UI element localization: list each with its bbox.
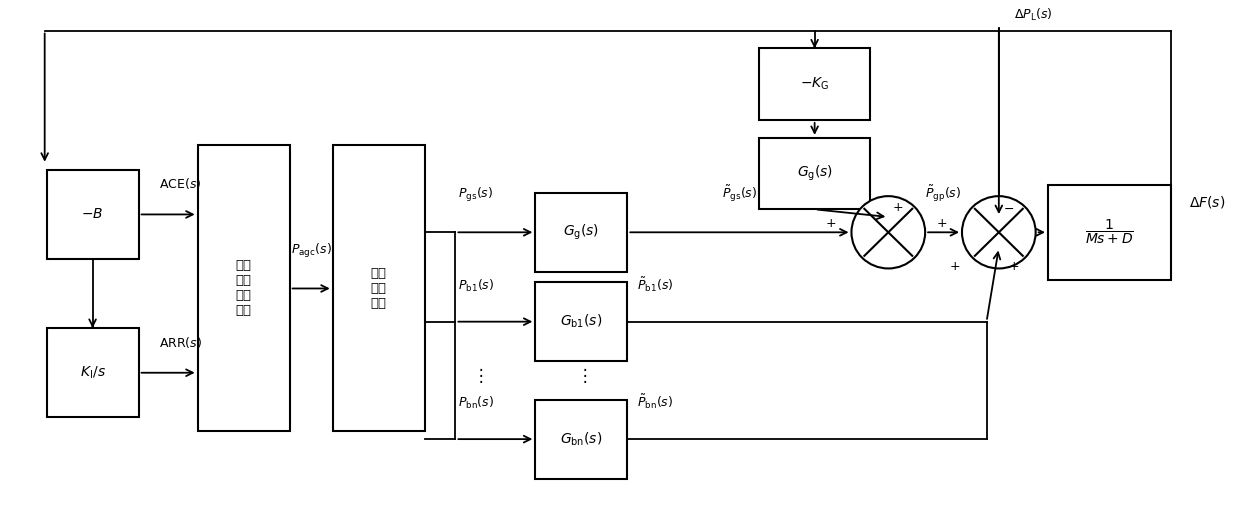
Text: 调频
责任
分配: 调频 责任 分配 — [370, 267, 387, 310]
Text: $+$: $+$ — [935, 217, 948, 230]
Circle shape — [851, 196, 926, 268]
Text: $-$: $-$ — [1002, 202, 1014, 214]
Text: $+$: $+$ — [949, 260, 960, 274]
Text: $+$: $+$ — [1009, 260, 1020, 274]
FancyBboxPatch shape — [535, 282, 627, 361]
FancyBboxPatch shape — [47, 170, 139, 259]
Text: $K_{\rm I}/s$: $K_{\rm I}/s$ — [79, 364, 105, 381]
Text: $G_{\rm g}(s)$: $G_{\rm g}(s)$ — [797, 164, 833, 183]
Text: $-K_{\rm G}$: $-K_{\rm G}$ — [800, 76, 829, 92]
Text: $G_{\rm b1}(s)$: $G_{\rm b1}(s)$ — [560, 313, 602, 330]
Text: $P_{\rm b1}(s)$: $P_{\rm b1}(s)$ — [458, 278, 494, 293]
Text: $\vdots$: $\vdots$ — [472, 366, 483, 385]
Text: 信号
分配
模式
确定: 信号 分配 模式 确定 — [235, 259, 252, 318]
FancyBboxPatch shape — [197, 145, 290, 432]
FancyBboxPatch shape — [535, 400, 627, 479]
FancyBboxPatch shape — [1048, 185, 1171, 279]
Text: $P_{\rm agc}(s)$: $P_{\rm agc}(s)$ — [291, 243, 332, 260]
Text: $P_{\rm bn}(s)$: $P_{\rm bn}(s)$ — [458, 395, 494, 411]
Text: $G_{\rm g}(s)$: $G_{\rm g}(s)$ — [564, 223, 600, 242]
Text: $G_{\rm bn}(s)$: $G_{\rm bn}(s)$ — [560, 430, 602, 448]
FancyBboxPatch shape — [760, 48, 870, 120]
FancyBboxPatch shape — [760, 138, 870, 209]
Circle shape — [961, 196, 1036, 268]
Text: $\mathrm{ARR}(s)$: $\mathrm{ARR}(s)$ — [159, 335, 202, 350]
Text: $P_{\rm gs}(s)$: $P_{\rm gs}(s)$ — [458, 186, 493, 204]
Text: $\tilde{P}_{\rm bn}(s)$: $\tilde{P}_{\rm bn}(s)$ — [637, 393, 674, 411]
FancyBboxPatch shape — [535, 193, 627, 272]
Text: $\tilde{P}_{\rm gp}(s)$: $\tilde{P}_{\rm gp}(s)$ — [926, 184, 961, 204]
FancyBboxPatch shape — [332, 145, 425, 432]
Text: $+$: $+$ — [892, 202, 903, 214]
Text: $\tilde{P}_{\rm gs}(s)$: $\tilde{P}_{\rm gs}(s)$ — [722, 184, 757, 204]
Text: $\vdots$: $\vdots$ — [576, 366, 587, 385]
Text: $-B$: $-B$ — [82, 207, 104, 222]
Text: $\Delta P_{\rm L}(s)$: $\Delta P_{\rm L}(s)$ — [1014, 7, 1052, 23]
Text: $\Delta F(s)$: $\Delta F(s)$ — [1189, 194, 1225, 209]
Text: $\mathrm{ACE}(s)$: $\mathrm{ACE}(s)$ — [159, 176, 202, 192]
Text: $\dfrac{1}{Ms+D}$: $\dfrac{1}{Ms+D}$ — [1085, 218, 1134, 246]
FancyBboxPatch shape — [47, 328, 139, 417]
Text: $+$: $+$ — [825, 217, 836, 230]
Text: $\tilde{P}_{\rm b1}(s)$: $\tilde{P}_{\rm b1}(s)$ — [637, 275, 674, 293]
